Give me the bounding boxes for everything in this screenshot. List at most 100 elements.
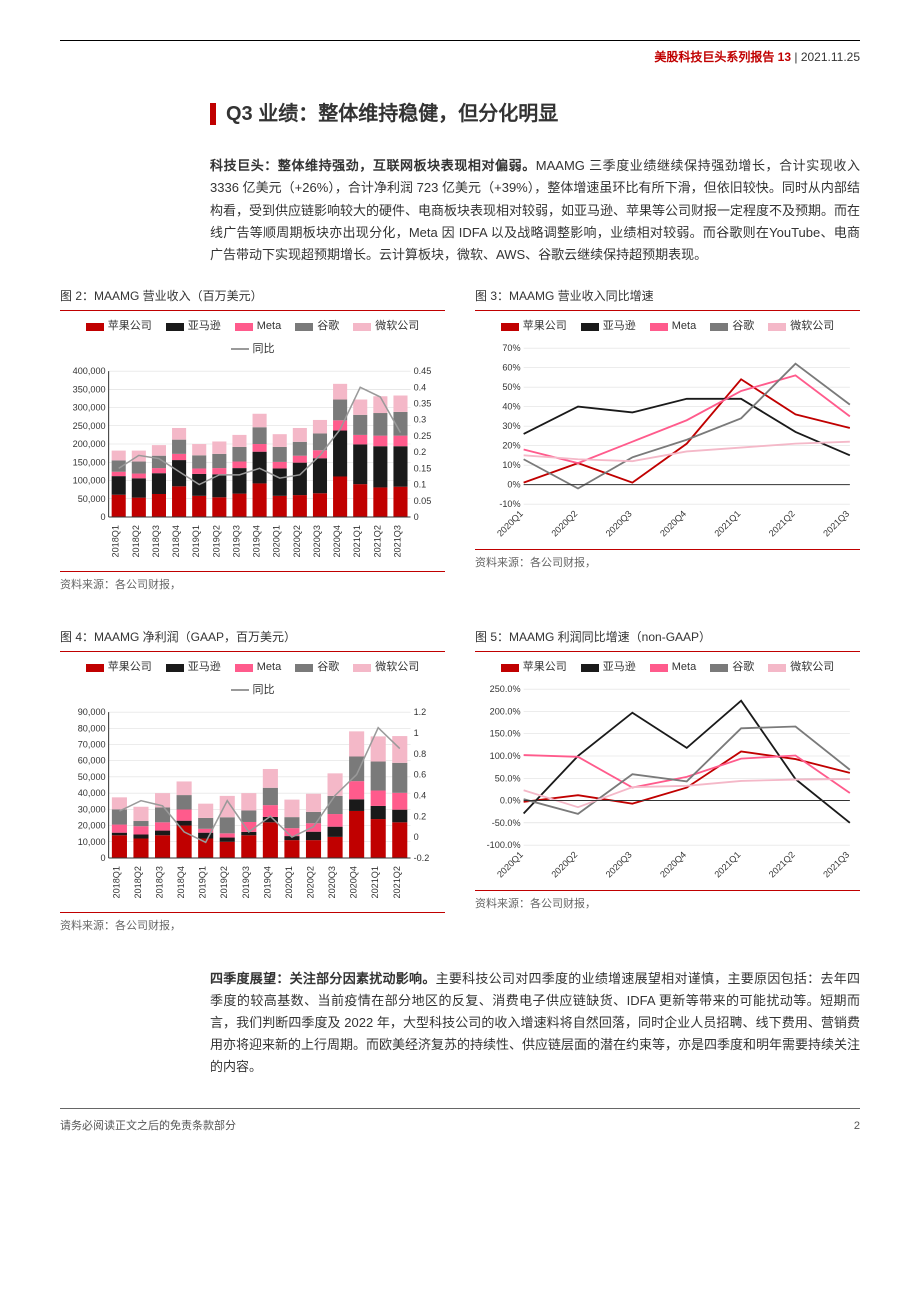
svg-text:2020Q2: 2020Q2 xyxy=(549,509,579,539)
svg-text:2021Q3: 2021Q3 xyxy=(392,525,402,557)
chart5-title: 图 5：MAAMG 利润同比增速（non-GAAP） xyxy=(475,627,860,652)
svg-text:300,000: 300,000 xyxy=(73,402,106,412)
svg-text:90,000: 90,000 xyxy=(78,707,106,717)
svg-text:2018Q3: 2018Q3 xyxy=(155,866,165,898)
svg-text:0.8: 0.8 xyxy=(414,749,427,759)
svg-text:50%: 50% xyxy=(502,382,520,392)
svg-text:2020Q2: 2020Q2 xyxy=(549,850,579,880)
svg-text:2021Q2: 2021Q2 xyxy=(392,866,402,898)
svg-text:40%: 40% xyxy=(502,402,520,412)
svg-text:2019Q4: 2019Q4 xyxy=(252,525,262,557)
svg-text:400,000: 400,000 xyxy=(73,366,106,376)
chart3-title: 图 3：MAAMG 营业收入同比增速 xyxy=(475,286,860,311)
chart2-legend: 苹果公司亚马逊Meta谷歌微软公司同比 xyxy=(60,317,445,358)
chart5-svg: -100.0%-50.0%0.0%50.0%100.0%150.0%200.0%… xyxy=(475,683,860,886)
svg-text:0.15: 0.15 xyxy=(414,463,432,473)
legend-item-amazon: 亚马逊 xyxy=(581,658,636,677)
svg-text:2019Q1: 2019Q1 xyxy=(191,525,201,557)
header-date: 2021.11.25 xyxy=(801,50,860,64)
svg-text:2021Q2: 2021Q2 xyxy=(767,509,797,539)
svg-text:200,000: 200,000 xyxy=(73,439,106,449)
legend-item-meta: Meta xyxy=(235,658,281,677)
svg-text:0.0%: 0.0% xyxy=(500,796,521,806)
footer-disclaimer: 请务必阅读正文之后的免责条款部分 xyxy=(60,1117,236,1136)
legend-item-apple: 苹果公司 xyxy=(501,658,567,677)
svg-text:-50.0%: -50.0% xyxy=(492,818,521,828)
svg-text:50,000: 50,000 xyxy=(78,772,106,782)
svg-text:2020Q3: 2020Q3 xyxy=(604,850,634,880)
svg-text:2020Q2: 2020Q2 xyxy=(292,525,302,557)
svg-text:80,000: 80,000 xyxy=(78,723,106,733)
svg-text:2020Q4: 2020Q4 xyxy=(332,525,342,557)
svg-text:60%: 60% xyxy=(502,363,520,373)
legend-item-apple: 苹果公司 xyxy=(86,317,152,336)
svg-text:100,000: 100,000 xyxy=(73,475,106,485)
legend-item-meta: Meta xyxy=(235,317,281,336)
footer: 请务必阅读正文之后的免责条款部分 2 xyxy=(60,1108,860,1136)
section-title: Q3 业绩：整体维持稳健，但分化明显 xyxy=(210,97,860,131)
svg-text:70,000: 70,000 xyxy=(78,739,106,749)
chart5-col: 图 5：MAAMG 利润同比增速（non-GAAP） 苹果公司亚马逊Meta谷歌… xyxy=(475,627,860,960)
legend-item-meta: Meta xyxy=(650,658,696,677)
svg-text:350,000: 350,000 xyxy=(73,384,106,394)
svg-text:2020Q1: 2020Q1 xyxy=(272,525,282,557)
chart2-svg: 0 50,000 100,000 150,000 200,000 250,000 300,0… xyxy=(60,365,445,568)
svg-text:2019Q4: 2019Q4 xyxy=(262,866,272,898)
charts-row-2: 图 4：MAAMG 净利润（GAAP，百万美元） 苹果公司亚马逊Meta谷歌微软… xyxy=(60,627,860,960)
svg-text:2021Q1: 2021Q1 xyxy=(370,866,380,898)
svg-text:40,000: 40,000 xyxy=(78,788,106,798)
svg-text:2019Q2: 2019Q2 xyxy=(219,866,229,898)
svg-text:0.2: 0.2 xyxy=(414,811,427,821)
legend-item-amazon: 亚马逊 xyxy=(581,317,636,336)
legend-item-microsoft: 微软公司 xyxy=(768,658,834,677)
svg-text:0: 0 xyxy=(414,512,419,522)
svg-text:2020Q4: 2020Q4 xyxy=(658,509,688,539)
svg-text:2020Q3: 2020Q3 xyxy=(327,866,337,898)
svg-text:250.0%: 250.0% xyxy=(490,684,521,694)
svg-text:0.6: 0.6 xyxy=(414,769,427,779)
svg-text:1: 1 xyxy=(414,728,419,738)
svg-text:0.1: 0.1 xyxy=(414,479,427,489)
svg-text:100.0%: 100.0% xyxy=(490,751,521,761)
svg-text:2021Q1: 2021Q1 xyxy=(713,850,743,880)
svg-text:1.2: 1.2 xyxy=(414,707,427,717)
chart5-legend: 苹果公司亚马逊Meta谷歌微软公司 xyxy=(475,658,860,677)
svg-text:30,000: 30,000 xyxy=(78,804,106,814)
svg-text:0.45: 0.45 xyxy=(414,366,432,376)
svg-text:50.0%: 50.0% xyxy=(495,773,521,783)
svg-text:70%: 70% xyxy=(502,343,520,353)
svg-text:2020Q4: 2020Q4 xyxy=(658,850,688,880)
svg-text:2020Q1: 2020Q1 xyxy=(495,509,525,539)
svg-text:2021Q1: 2021Q1 xyxy=(713,509,743,539)
legend-item-apple: 苹果公司 xyxy=(86,658,152,677)
chart3-col: 图 3：MAAMG 营业收入同比增速 苹果公司亚马逊Meta谷歌微软公司 -10… xyxy=(475,286,860,619)
svg-text:0.25: 0.25 xyxy=(414,431,432,441)
svg-text:0.2: 0.2 xyxy=(414,447,427,457)
svg-text:50,000: 50,000 xyxy=(78,493,106,503)
svg-text:2018Q1: 2018Q1 xyxy=(111,525,121,557)
legend-item-microsoft: 微软公司 xyxy=(353,317,419,336)
svg-text:0: 0 xyxy=(414,832,419,842)
svg-text:0.4: 0.4 xyxy=(414,382,427,392)
svg-text:2020Q2: 2020Q2 xyxy=(306,866,316,898)
svg-text:2018Q1: 2018Q1 xyxy=(111,866,121,898)
legend-item-yoy: 同比 xyxy=(231,340,275,359)
footer-page: 2 xyxy=(854,1117,860,1136)
svg-text:-0.2: -0.2 xyxy=(414,853,430,863)
svg-text:-100.0%: -100.0% xyxy=(487,840,521,850)
svg-text:250,000: 250,000 xyxy=(73,420,106,430)
svg-text:20%: 20% xyxy=(502,441,520,451)
svg-text:20,000: 20,000 xyxy=(78,820,106,830)
svg-text:60,000: 60,000 xyxy=(78,755,106,765)
svg-text:2020Q1: 2020Q1 xyxy=(284,866,294,898)
para1-body: MAAMG 三季度业绩继续保持强劲增长，合计实现收入 3336 亿美元（+26%… xyxy=(210,158,860,261)
svg-text:2018Q2: 2018Q2 xyxy=(133,866,143,898)
svg-text:150,000: 150,000 xyxy=(73,457,106,467)
header: 美股科技巨头系列报告 13 | 2021.11.25 xyxy=(60,47,860,67)
legend-item-apple: 苹果公司 xyxy=(501,317,567,336)
svg-text:2021Q3: 2021Q3 xyxy=(821,509,851,539)
svg-text:2021Q3: 2021Q3 xyxy=(821,850,851,880)
para2-lead: 四季度展望：关注部分因素扰动影响。 xyxy=(210,971,436,986)
charts-row-1: 图 2：MAAMG 营业收入（百万美元） 苹果公司亚马逊Meta谷歌微软公司同比… xyxy=(60,286,860,619)
svg-text:2021Q2: 2021Q2 xyxy=(372,525,382,557)
